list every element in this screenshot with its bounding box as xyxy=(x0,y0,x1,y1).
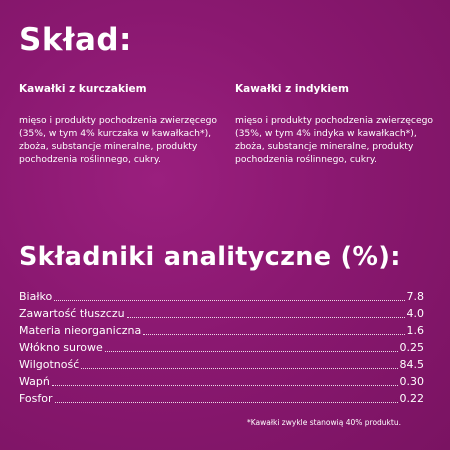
row-name: Materia nieorganiczna xyxy=(19,324,142,337)
analysis-title: Składniki analityczne (%): xyxy=(19,242,401,272)
analysis-row: Fosfor 0.22 xyxy=(19,390,424,407)
chicken-column: Kawałki z kurczakiem mięso i produkty po… xyxy=(19,82,219,166)
composition-title: Skład: xyxy=(19,22,132,58)
row-value: 0.30 xyxy=(399,375,425,388)
chicken-ingredients: mięso i produkty pochodzenia zwierzęcego… xyxy=(19,115,218,165)
analysis-row: Zawartość tłuszczu 4.0 xyxy=(19,305,424,322)
footnote: *Kawałki zwykle stanowią 40% produktu. xyxy=(247,418,401,427)
chicken-heading: Kawałki z kurczakiem xyxy=(19,83,147,95)
row-value: 7.8 xyxy=(406,290,425,303)
analysis-row: Wapń 0.30 xyxy=(19,373,424,390)
row-name: Zawartość tłuszczu xyxy=(19,307,125,320)
analysis-row: Materia nieorganiczna 1.6 xyxy=(19,322,424,339)
row-value: 0.25 xyxy=(399,341,425,354)
dot-leader xyxy=(143,333,405,335)
row-value: 1.6 xyxy=(406,324,425,337)
dot-leader xyxy=(126,316,405,318)
row-value: 84.5 xyxy=(399,358,425,371)
dot-leader xyxy=(104,350,398,352)
row-name: Wilgotność xyxy=(19,358,80,371)
row-name: Wapń xyxy=(19,375,50,388)
row-name: Białko xyxy=(19,290,53,303)
dot-leader xyxy=(54,401,398,403)
turkey-column: Kawałki z indykiem mięso i produkty poch… xyxy=(235,82,435,166)
analysis-row: Włókno surowe 0.25 xyxy=(19,339,424,356)
dot-leader xyxy=(51,384,398,386)
dot-leader xyxy=(54,299,405,301)
analysis-row: Wilgotność 84.5 xyxy=(19,356,424,373)
turkey-ingredients: mięso i produkty pochodzenia zwierzęcego… xyxy=(235,115,434,165)
row-value: 0.22 xyxy=(399,392,425,405)
row-name: Fosfor xyxy=(19,392,53,405)
row-value: 4.0 xyxy=(406,307,425,320)
dot-leader xyxy=(81,367,398,369)
analysis-row: Białko 7.8 xyxy=(19,288,424,305)
row-name: Włókno surowe xyxy=(19,341,103,354)
turkey-heading: Kawałki z indykiem xyxy=(235,83,349,95)
analysis-table: Białko 7.8 Zawartość tłuszczu 4.0 Materi… xyxy=(19,288,424,407)
